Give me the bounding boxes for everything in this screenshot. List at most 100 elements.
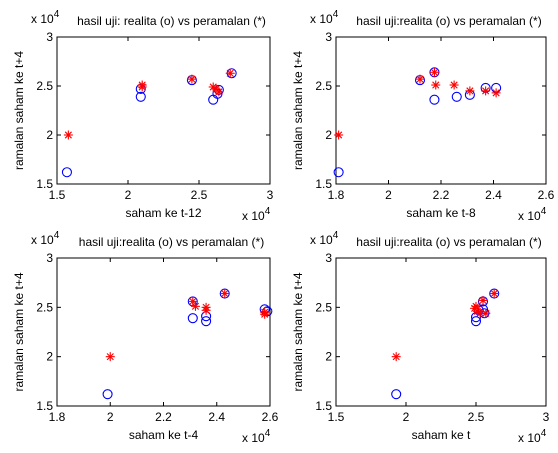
x-tick-label: 2: [125, 188, 132, 202]
star-stroke: [430, 68, 439, 76]
y-exponent-base: x 10: [31, 12, 54, 26]
star-stroke: [482, 87, 490, 95]
x-tick-label: 3: [267, 188, 274, 202]
x-tick-label: 3: [543, 410, 550, 424]
axes-box: [335, 36, 547, 185]
star-stroke: [492, 89, 500, 97]
x-tick-label: 2.2: [433, 188, 450, 202]
data-point-forecast: [225, 68, 235, 78]
data-point-forecast: [190, 301, 200, 311]
x-exponent-base: x 10: [518, 209, 541, 223]
star-stroke: [64, 131, 72, 139]
x-tick-label: 1.8: [328, 188, 345, 202]
star-stroke: [226, 69, 234, 77]
subplot-4: 1.5 2 2.5 3 1.5 2 2.5 3 hasil uji:realita (o) vs…: [291, 230, 550, 445]
x-tick-label: 2.4: [485, 188, 502, 202]
y-tick-label: 2: [46, 128, 53, 142]
y-exponent-power: 4: [54, 9, 60, 20]
x-axis-label: saham ke t-12: [125, 206, 201, 220]
star-stroke: [202, 306, 210, 314]
x-tick-label: 2: [107, 410, 114, 424]
data-point-forecast: [415, 74, 425, 84]
x-tick-label: 2.4: [208, 410, 225, 424]
data-point-actual: [135, 91, 146, 102]
x-axis-label: saham ke t-8: [406, 206, 476, 220]
star-stroke: [450, 81, 458, 89]
data-point-forecast: [429, 67, 439, 77]
chart-title: hasil uji:realita (o) vs peramalan (*): [356, 235, 541, 249]
data-point-actual: [391, 389, 402, 400]
y-tick-label: 3: [325, 30, 332, 44]
y-axis-label: ramalan saham ke t+4: [291, 272, 305, 391]
data-point-actual: [135, 83, 146, 94]
y-exponent-label: x 104: [310, 230, 339, 247]
data-point-actual: [470, 316, 482, 327]
x-axis-label: saham ke t: [412, 428, 471, 442]
data-point-forecast: [201, 305, 211, 315]
x-exponent-power: 4: [265, 428, 271, 439]
y-exponent-label: x 104: [31, 230, 60, 247]
star-stroke: [188, 75, 196, 83]
star-stroke: [432, 81, 440, 89]
data-point-forecast: [63, 130, 73, 140]
y-exponent-power: 4: [54, 230, 60, 241]
axes-box: [56, 257, 271, 407]
data-point-actual: [262, 306, 273, 317]
y-exponent-power: 4: [333, 230, 339, 241]
y-exponent-base: x 10: [310, 233, 333, 247]
star-stroke: [479, 296, 487, 305]
star-stroke: [416, 75, 424, 83]
x-tick-label: 2.2: [155, 410, 172, 424]
axes-box: [335, 257, 547, 407]
subplot-2: 1.8 2 2.2 2.4 2.6 1.5 2 2.5 3 hasil uji:realita (…: [291, 9, 555, 223]
y-tick-label: 3: [46, 30, 53, 44]
y-tick-label: 1.5: [36, 399, 53, 413]
data-point-forecast: [481, 86, 491, 96]
y-exponent-base: x 10: [31, 233, 54, 247]
x-exponent-power: 4: [265, 206, 271, 217]
y-tick-label: 3: [46, 251, 53, 265]
y-tick-label: 2: [325, 128, 332, 142]
star-stroke: [189, 297, 197, 306]
data-point-forecast: [481, 308, 491, 318]
y-tick-label: 2: [46, 350, 53, 364]
y-exponent-label: x 104: [31, 9, 60, 26]
y-tick-label: 3: [325, 251, 332, 265]
y-tick-label: 2.5: [36, 300, 53, 314]
data-point-forecast: [260, 309, 270, 319]
data-point-forecast: [220, 289, 230, 299]
star-stroke: [476, 309, 484, 317]
x-exponent-base: x 10: [242, 209, 265, 223]
star-stroke: [473, 307, 481, 315]
x-tick-label: 1.5: [328, 410, 345, 424]
y-tick-label: 2.5: [315, 79, 332, 93]
x-exponent-label: x 104: [518, 206, 547, 223]
chart-title: hasil uji: realita (o) vs peramalan (*): [77, 14, 266, 28]
star-stroke: [482, 309, 490, 317]
y-axis-label: ramalan saham ke t+4: [12, 51, 26, 170]
x-exponent-power: 4: [541, 428, 547, 439]
x-exponent-label: x 104: [518, 428, 547, 445]
x-tick-label: 2: [403, 410, 410, 424]
data-point-forecast: [334, 130, 344, 140]
data-point-forecast: [431, 80, 441, 90]
y-tick-label: 1.5: [36, 177, 53, 191]
star-stroke: [466, 87, 474, 95]
data-point-forecast: [489, 289, 499, 299]
data-point-forecast: [105, 352, 115, 362]
data-point-forecast: [491, 88, 501, 98]
data-point-forecast: [214, 87, 224, 97]
star-stroke: [221, 289, 229, 298]
data-point-actual: [451, 91, 462, 102]
subplot-3: 1.8 2 2.2 2.4 2.6 1.5 2 2.5 3 hasil uji:realita (…: [12, 230, 279, 445]
x-axis-label: saham ke t-4: [129, 428, 199, 442]
star-stroke: [490, 289, 498, 298]
chart-title: hasil uji:realita (o) vs peramalan (*): [356, 14, 541, 28]
star-stroke: [209, 83, 217, 91]
axes-box: [56, 36, 271, 185]
data-point-actual: [61, 167, 72, 178]
x-tick-label: 2.5: [468, 410, 485, 424]
x-exponent-base: x 10: [242, 431, 265, 445]
star-stroke: [335, 131, 343, 139]
x-tick-label: 2.6: [538, 188, 555, 202]
